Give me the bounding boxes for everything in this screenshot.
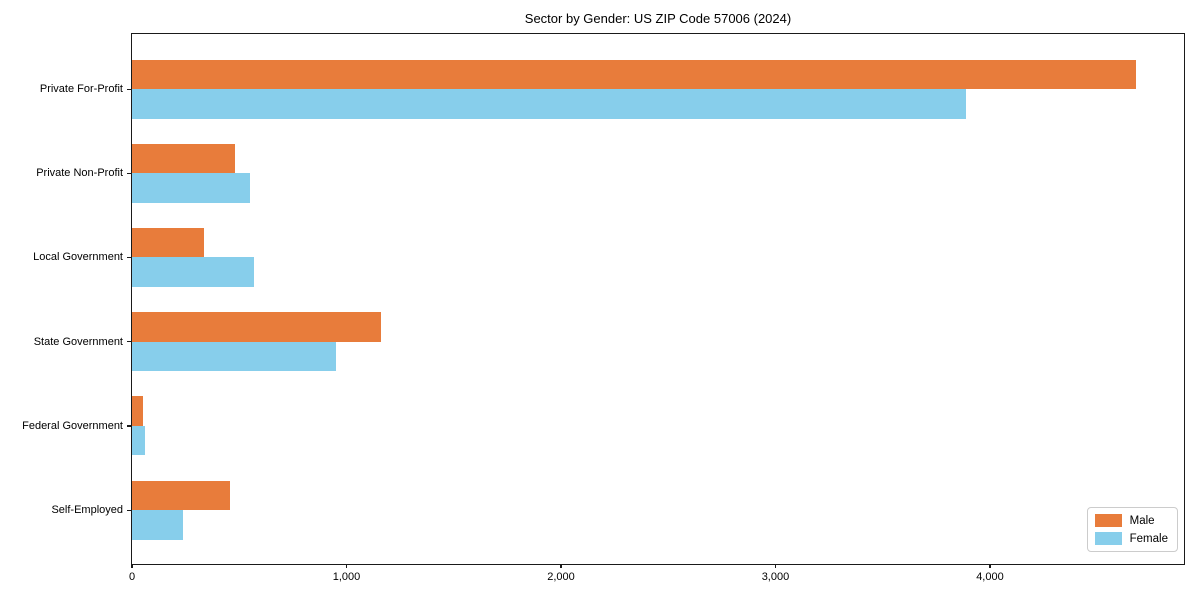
legend-label-male: Male [1129, 514, 1155, 527]
plot-area: Private For-Profit Private Non-Profit Loca… [22, 33, 1185, 583]
bar-male-private-non-profit [132, 143, 235, 174]
legend-item-female: Female [1094, 532, 1168, 545]
x-tick-label-1000: 1,000 [332, 571, 361, 583]
y-tick-mark [127, 425, 131, 427]
y-tick-label-private-for-profit: Private For-Profit [39, 83, 123, 95]
x-tick-mark [989, 564, 991, 568]
legend-swatch-female [1094, 532, 1122, 545]
y-tick-label-local-government: Local Government [33, 251, 123, 264]
chart-title: Sector by Gender: US ZIP Code 57006 (202… [524, 11, 792, 26]
bar-female-private-for-profit [132, 89, 967, 119]
bar-male-local-government [132, 227, 204, 258]
legend-item-male: Male [1094, 514, 1168, 527]
x-tick-mark [560, 564, 562, 568]
x-tick-mark [345, 564, 348, 568]
y-tick-mark [127, 256, 131, 259]
bar-female-private-non-profit [132, 173, 250, 203]
legend-swatch-male [1094, 514, 1122, 527]
x-tick-mark [774, 564, 777, 568]
bar-female-state-government [132, 341, 336, 372]
y-tick-label-state-government: State Government [33, 335, 123, 348]
y-tick-mark [127, 509, 131, 511]
y-tick-label-self-employed: Self-Employed [51, 504, 123, 516]
x-tick-label-3000: 3,000 [761, 571, 790, 583]
x-tick-label-0: 0 [128, 571, 136, 583]
x-tick-mark [131, 564, 133, 568]
bar-male-private-for-profit [132, 59, 1136, 89]
y-tick-mark [127, 341, 131, 343]
bar-female-self-employed [132, 510, 184, 540]
bar-female-federal-government [132, 425, 145, 456]
y-tick-mark [127, 88, 131, 90]
y-tick-label-private-non-profit: Private Non-Profit [36, 167, 123, 180]
x-tick-label-4000: 4,000 [976, 571, 1004, 583]
bar-male-self-employed [132, 480, 230, 510]
bar-male-state-government [132, 312, 381, 342]
bar-female-local-government [132, 257, 255, 287]
y-tick-label-federal-government: Federal Government [22, 419, 123, 432]
bar-male-federal-government [132, 396, 143, 426]
x-tick-label-2000: 2,000 [547, 571, 575, 583]
legend-label-female: Female [1129, 532, 1168, 545]
legend: Male Female [1086, 507, 1178, 552]
y-tick-mark [127, 172, 131, 174]
